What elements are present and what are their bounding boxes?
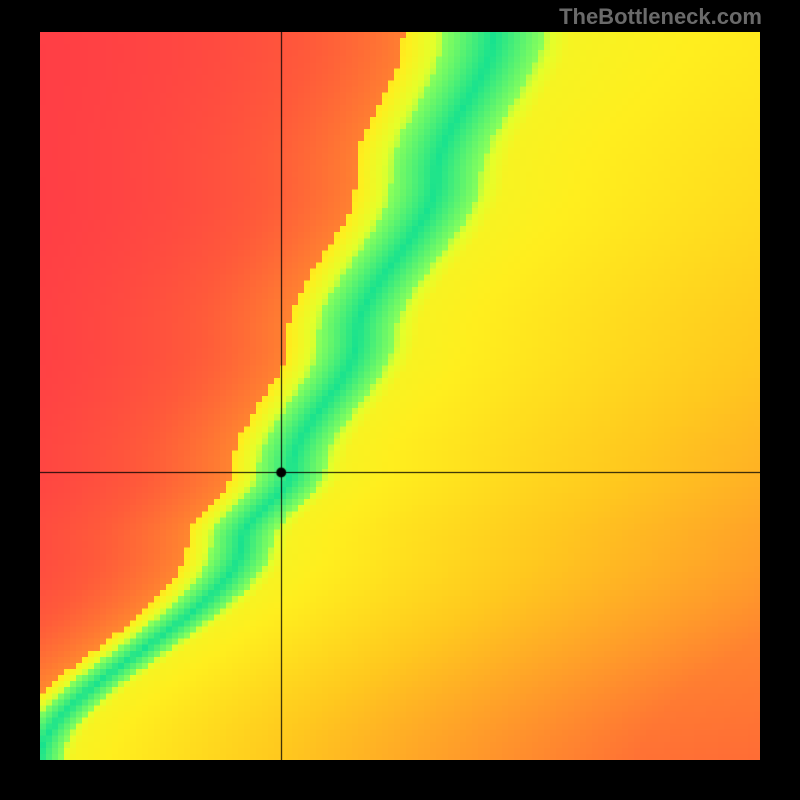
bottleneck-heatmap (40, 32, 760, 760)
watermark-text: TheBottleneck.com (559, 4, 762, 30)
chart-container: TheBottleneck.com (0, 0, 800, 800)
